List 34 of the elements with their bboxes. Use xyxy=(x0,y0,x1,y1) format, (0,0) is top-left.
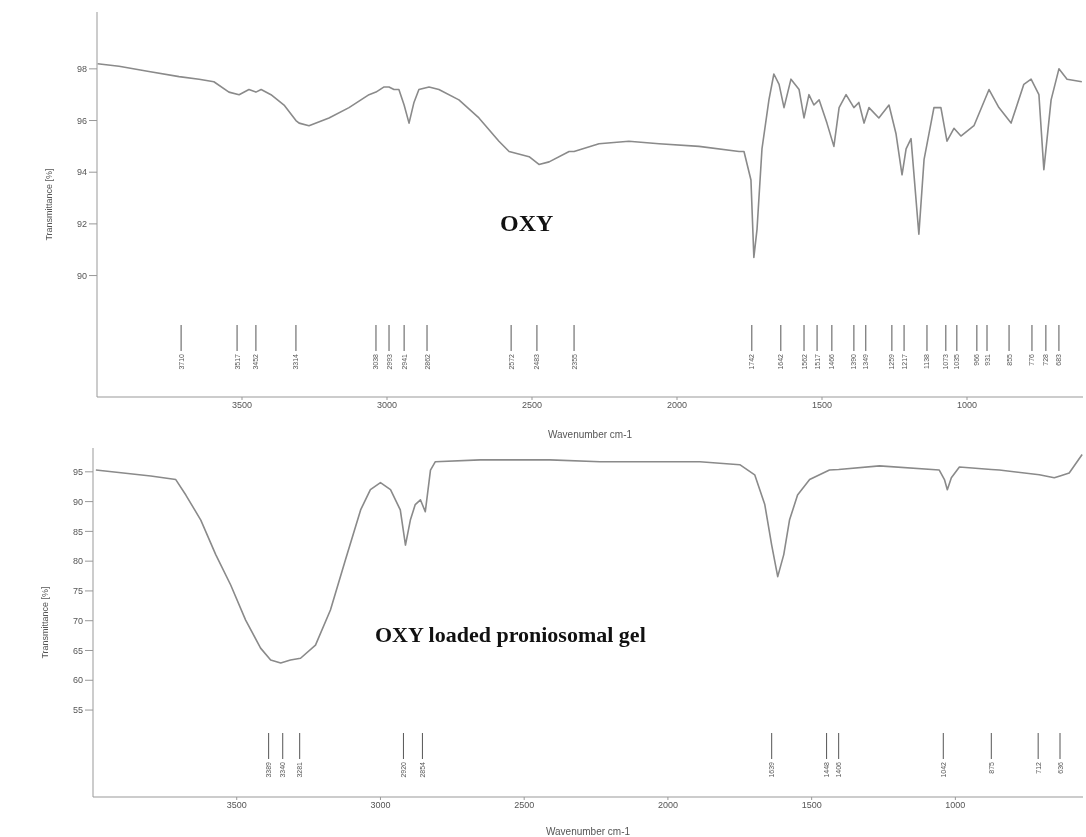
y-tick-label: 96 xyxy=(76,115,87,126)
y-tick-label: 90 xyxy=(76,270,87,281)
text: OXY loaded proniosomal gel xyxy=(375,622,646,648)
y-axis-title: Transmittance [%] xyxy=(44,168,55,241)
x-tick-label: 1000 xyxy=(956,400,978,411)
y-tick-label: 98 xyxy=(76,64,87,75)
x-tick-label: 3000 xyxy=(376,400,398,411)
x-tick-label: 2500 xyxy=(514,800,535,811)
y-tick-label: 75 xyxy=(72,586,83,597)
x-tick-label: 2500 xyxy=(521,400,543,411)
y-axis-title: Transmittance [%] xyxy=(40,586,51,659)
y-tick-label: 85 xyxy=(72,526,83,537)
line-series xyxy=(95,453,1083,664)
y-tick-label: 70 xyxy=(72,615,83,626)
y-tick-label: 95 xyxy=(72,467,83,478)
x-tick-label: 2000 xyxy=(666,400,688,411)
text: OXY xyxy=(500,210,554,237)
y-tick-label: 60 xyxy=(72,675,83,686)
x-axis-title: Wavenumber cm-1 xyxy=(545,826,631,837)
y-tick-label: 92 xyxy=(76,219,87,230)
x-tick-label: 3500 xyxy=(231,400,253,411)
y-tick-label: 65 xyxy=(72,645,83,656)
x-tick-label: 1000 xyxy=(945,800,966,811)
x-tick-label: 3000 xyxy=(370,800,391,811)
x-axis-title: Wavenumber cm-1 xyxy=(547,429,633,440)
y-tick-label: 90 xyxy=(72,496,83,507)
line-series xyxy=(97,62,1083,259)
y-tick-label: 80 xyxy=(72,556,83,567)
x-tick-label: 1500 xyxy=(811,400,833,411)
x-tick-label: 2000 xyxy=(657,800,678,811)
x-tick-label: 3500 xyxy=(226,800,247,811)
x-tick-label: 1500 xyxy=(801,800,822,811)
y-tick-label: 94 xyxy=(76,167,87,178)
y-tick-label: 55 xyxy=(72,705,83,716)
